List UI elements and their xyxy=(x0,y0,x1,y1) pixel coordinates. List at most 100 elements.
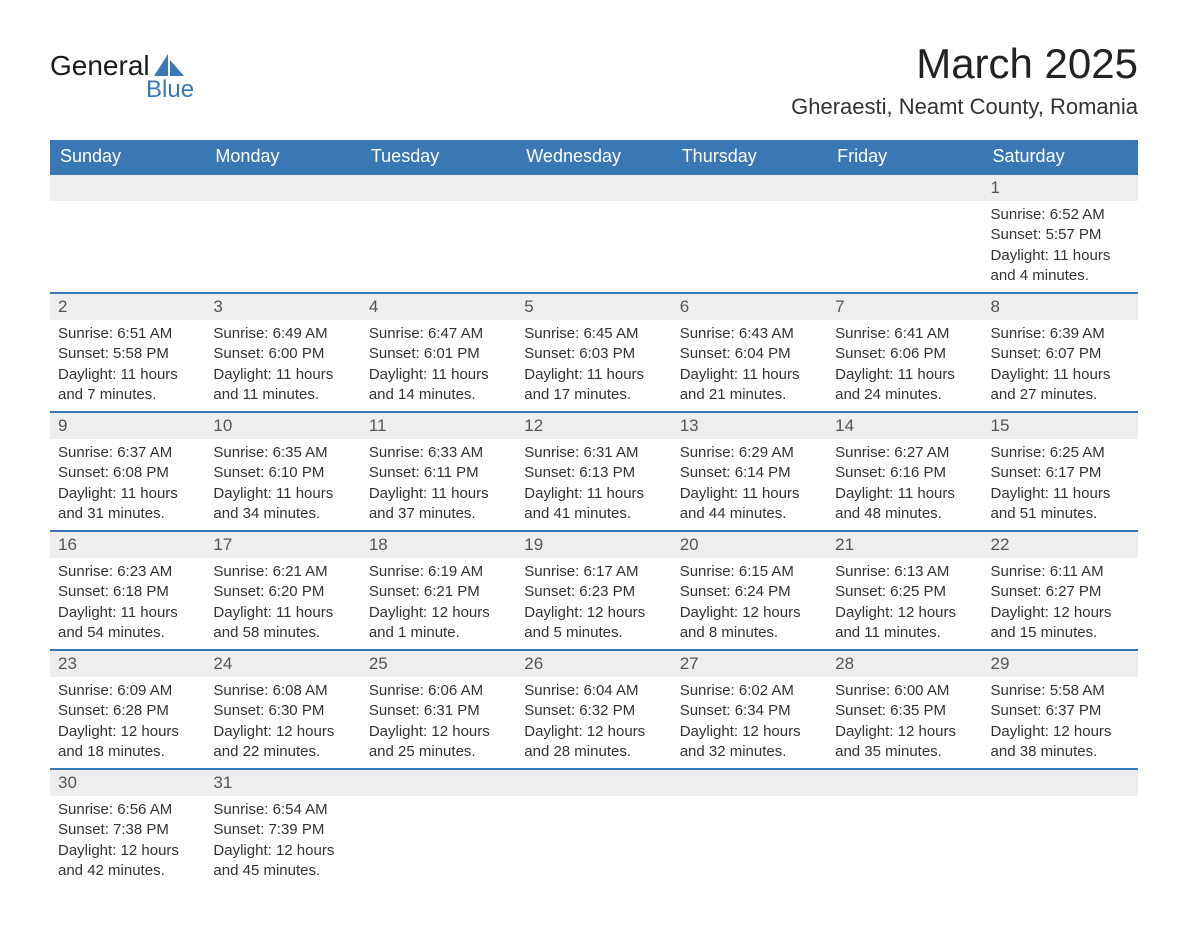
calendar-day: 23Sunrise: 6:09 AMSunset: 6:28 PMDayligh… xyxy=(50,650,205,769)
day-daylight: Daylight: 11 hours and 27 minutes. xyxy=(991,365,1130,406)
location: Gheraesti, Neamt County, Romania xyxy=(791,94,1138,120)
day-sunset: Sunset: 7:38 PM xyxy=(58,820,197,840)
day-sunrise: Sunrise: 6:19 AM xyxy=(369,562,508,582)
calendar-day: 3Sunrise: 6:49 AMSunset: 6:00 PMDaylight… xyxy=(205,293,360,412)
day-details: Sunrise: 5:58 AMSunset: 6:37 PMDaylight:… xyxy=(983,677,1138,768)
day-sunset: Sunset: 6:27 PM xyxy=(991,582,1130,602)
day-sunset: Sunset: 6:08 PM xyxy=(58,463,197,483)
day-number: 30 xyxy=(50,770,205,796)
day-sunset: Sunset: 6:16 PM xyxy=(835,463,974,483)
day-details xyxy=(50,201,205,211)
day-sunrise: Sunrise: 6:47 AM xyxy=(369,324,508,344)
day-details: Sunrise: 6:56 AMSunset: 7:38 PMDaylight:… xyxy=(50,796,205,887)
day-number xyxy=(50,175,205,201)
day-daylight: Daylight: 11 hours and 7 minutes. xyxy=(58,365,197,406)
day-details: Sunrise: 6:15 AMSunset: 6:24 PMDaylight:… xyxy=(672,558,827,649)
calendar-week: 16Sunrise: 6:23 AMSunset: 6:18 PMDayligh… xyxy=(50,531,1138,650)
calendar-day-empty xyxy=(983,769,1138,887)
weekday-header: Wednesday xyxy=(516,140,671,174)
day-details: Sunrise: 6:04 AMSunset: 6:32 PMDaylight:… xyxy=(516,677,671,768)
calendar-day: 29Sunrise: 5:58 AMSunset: 6:37 PMDayligh… xyxy=(983,650,1138,769)
day-number: 1 xyxy=(983,175,1138,201)
day-daylight: Daylight: 11 hours and 37 minutes. xyxy=(369,484,508,525)
day-daylight: Daylight: 12 hours and 8 minutes. xyxy=(680,603,819,644)
day-number: 31 xyxy=(205,770,360,796)
day-details: Sunrise: 6:21 AMSunset: 6:20 PMDaylight:… xyxy=(205,558,360,649)
weekday-header: Sunday xyxy=(50,140,205,174)
day-sunset: Sunset: 6:11 PM xyxy=(369,463,508,483)
calendar-body: 1Sunrise: 6:52 AMSunset: 5:57 PMDaylight… xyxy=(50,174,1138,887)
day-sunrise: Sunrise: 6:45 AM xyxy=(524,324,663,344)
day-number: 23 xyxy=(50,651,205,677)
day-details xyxy=(361,201,516,211)
day-sunrise: Sunrise: 6:08 AM xyxy=(213,681,352,701)
day-sunrise: Sunrise: 6:00 AM xyxy=(835,681,974,701)
calendar-week: 1Sunrise: 6:52 AMSunset: 5:57 PMDaylight… xyxy=(50,174,1138,293)
day-number: 9 xyxy=(50,413,205,439)
day-sunset: Sunset: 6:34 PM xyxy=(680,701,819,721)
calendar-day-empty xyxy=(672,174,827,293)
calendar-day: 11Sunrise: 6:33 AMSunset: 6:11 PMDayligh… xyxy=(361,412,516,531)
calendar-day-empty xyxy=(672,769,827,887)
day-sunset: Sunset: 6:04 PM xyxy=(680,344,819,364)
calendar-day: 19Sunrise: 6:17 AMSunset: 6:23 PMDayligh… xyxy=(516,531,671,650)
day-number: 6 xyxy=(672,294,827,320)
day-sunrise: Sunrise: 6:21 AM xyxy=(213,562,352,582)
calendar-week: 30Sunrise: 6:56 AMSunset: 7:38 PMDayligh… xyxy=(50,769,1138,887)
day-sunrise: Sunrise: 5:58 AM xyxy=(991,681,1130,701)
day-number: 3 xyxy=(205,294,360,320)
day-details: Sunrise: 6:52 AMSunset: 5:57 PMDaylight:… xyxy=(983,201,1138,292)
calendar-day-empty xyxy=(361,174,516,293)
day-daylight: Daylight: 12 hours and 42 minutes. xyxy=(58,841,197,882)
day-details: Sunrise: 6:17 AMSunset: 6:23 PMDaylight:… xyxy=(516,558,671,649)
calendar-day: 13Sunrise: 6:29 AMSunset: 6:14 PMDayligh… xyxy=(672,412,827,531)
day-number: 10 xyxy=(205,413,360,439)
calendar-day: 12Sunrise: 6:31 AMSunset: 6:13 PMDayligh… xyxy=(516,412,671,531)
day-number: 8 xyxy=(983,294,1138,320)
weekday-header: Saturday xyxy=(983,140,1138,174)
day-sunrise: Sunrise: 6:39 AM xyxy=(991,324,1130,344)
calendar-day-empty xyxy=(50,174,205,293)
calendar-day: 30Sunrise: 6:56 AMSunset: 7:38 PMDayligh… xyxy=(50,769,205,887)
day-number xyxy=(516,175,671,201)
day-sunrise: Sunrise: 6:27 AM xyxy=(835,443,974,463)
calendar-day: 31Sunrise: 6:54 AMSunset: 7:39 PMDayligh… xyxy=(205,769,360,887)
day-number xyxy=(983,770,1138,796)
day-daylight: Daylight: 11 hours and 44 minutes. xyxy=(680,484,819,525)
calendar-table: SundayMondayTuesdayWednesdayThursdayFrid… xyxy=(50,140,1138,887)
day-sunrise: Sunrise: 6:31 AM xyxy=(524,443,663,463)
calendar-day: 1Sunrise: 6:52 AMSunset: 5:57 PMDaylight… xyxy=(983,174,1138,293)
day-sunrise: Sunrise: 6:13 AM xyxy=(835,562,974,582)
day-sunrise: Sunrise: 6:02 AM xyxy=(680,681,819,701)
day-number: 25 xyxy=(361,651,516,677)
day-number: 17 xyxy=(205,532,360,558)
day-daylight: Daylight: 12 hours and 11 minutes. xyxy=(835,603,974,644)
day-sunrise: Sunrise: 6:09 AM xyxy=(58,681,197,701)
day-number: 19 xyxy=(516,532,671,558)
day-details: Sunrise: 6:51 AMSunset: 5:58 PMDaylight:… xyxy=(50,320,205,411)
day-daylight: Daylight: 11 hours and 48 minutes. xyxy=(835,484,974,525)
calendar-day: 20Sunrise: 6:15 AMSunset: 6:24 PMDayligh… xyxy=(672,531,827,650)
day-sunset: Sunset: 6:01 PM xyxy=(369,344,508,364)
weekday-header: Friday xyxy=(827,140,982,174)
day-details: Sunrise: 6:13 AMSunset: 6:25 PMDaylight:… xyxy=(827,558,982,649)
day-number xyxy=(516,770,671,796)
day-daylight: Daylight: 11 hours and 31 minutes. xyxy=(58,484,197,525)
day-details: Sunrise: 6:37 AMSunset: 6:08 PMDaylight:… xyxy=(50,439,205,530)
calendar-day: 21Sunrise: 6:13 AMSunset: 6:25 PMDayligh… xyxy=(827,531,982,650)
day-details xyxy=(361,796,516,806)
day-details: Sunrise: 6:19 AMSunset: 6:21 PMDaylight:… xyxy=(361,558,516,649)
day-daylight: Daylight: 11 hours and 21 minutes. xyxy=(680,365,819,406)
day-sunrise: Sunrise: 6:35 AM xyxy=(213,443,352,463)
day-sunset: Sunset: 7:39 PM xyxy=(213,820,352,840)
day-number: 26 xyxy=(516,651,671,677)
day-number: 4 xyxy=(361,294,516,320)
day-number: 13 xyxy=(672,413,827,439)
day-sunset: Sunset: 6:20 PM xyxy=(213,582,352,602)
day-sunset: Sunset: 6:03 PM xyxy=(524,344,663,364)
day-details: Sunrise: 6:47 AMSunset: 6:01 PMDaylight:… xyxy=(361,320,516,411)
day-number: 15 xyxy=(983,413,1138,439)
day-number xyxy=(361,175,516,201)
day-sunrise: Sunrise: 6:23 AM xyxy=(58,562,197,582)
day-number: 5 xyxy=(516,294,671,320)
